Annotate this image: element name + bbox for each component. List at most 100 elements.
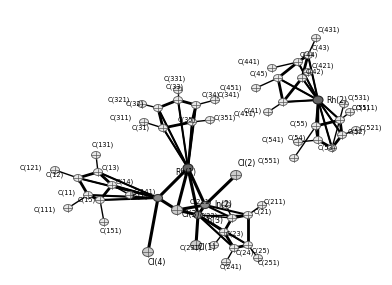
Ellipse shape xyxy=(290,154,298,162)
Text: C(44): C(44) xyxy=(300,52,318,58)
Ellipse shape xyxy=(171,205,183,215)
Text: C(241): C(241) xyxy=(220,264,243,270)
Text: C(311): C(311) xyxy=(110,115,132,121)
Ellipse shape xyxy=(192,101,200,109)
Text: C(331): C(331) xyxy=(164,76,186,82)
Text: C(23): C(23) xyxy=(226,231,244,237)
Text: C(24): C(24) xyxy=(236,250,254,256)
Ellipse shape xyxy=(51,166,60,174)
Text: C(12): C(12) xyxy=(46,172,64,178)
Text: C(121): C(121) xyxy=(20,165,42,171)
Ellipse shape xyxy=(154,105,163,111)
Ellipse shape xyxy=(243,241,252,249)
Text: C(33): C(33) xyxy=(166,84,184,90)
Ellipse shape xyxy=(352,127,361,133)
Ellipse shape xyxy=(73,174,82,182)
Text: C(21): C(21) xyxy=(254,209,272,215)
Text: C(32): C(32) xyxy=(126,101,144,107)
Ellipse shape xyxy=(294,139,303,146)
Ellipse shape xyxy=(336,117,345,123)
Text: C(221): C(221) xyxy=(189,199,212,205)
Text: C(15): C(15) xyxy=(78,197,96,203)
Ellipse shape xyxy=(91,152,100,158)
Text: In(3): In(3) xyxy=(205,215,223,225)
Text: C(41): C(41) xyxy=(244,108,262,115)
Ellipse shape xyxy=(267,64,276,72)
Ellipse shape xyxy=(143,247,154,256)
Ellipse shape xyxy=(312,34,321,42)
Text: C(31): C(31) xyxy=(132,125,150,131)
Ellipse shape xyxy=(313,96,323,104)
Text: C(14): C(14) xyxy=(116,179,134,185)
Text: C(231): C(231) xyxy=(180,245,202,251)
Text: C(451): C(451) xyxy=(220,85,242,91)
Text: C(11): C(11) xyxy=(58,190,76,196)
Ellipse shape xyxy=(64,205,73,211)
Text: C(25): C(25) xyxy=(252,248,270,255)
Ellipse shape xyxy=(205,117,214,123)
Text: C(521): C(521) xyxy=(360,125,383,131)
Ellipse shape xyxy=(158,125,167,131)
Ellipse shape xyxy=(140,119,149,125)
Ellipse shape xyxy=(278,99,287,105)
Ellipse shape xyxy=(83,192,93,198)
Text: C(111): C(111) xyxy=(34,207,56,213)
Ellipse shape xyxy=(221,258,230,266)
Text: C(35): C(35) xyxy=(178,117,196,123)
Ellipse shape xyxy=(345,109,354,115)
Text: C(42): C(42) xyxy=(306,69,324,75)
Text: C(341): C(341) xyxy=(218,92,240,98)
Text: C(131): C(131) xyxy=(92,141,114,148)
Text: C(55): C(55) xyxy=(290,121,308,127)
Text: C(441): C(441) xyxy=(238,59,260,65)
Ellipse shape xyxy=(252,84,261,91)
Ellipse shape xyxy=(174,87,183,93)
Text: C(13): C(13) xyxy=(102,165,120,171)
Text: C(45): C(45) xyxy=(250,71,268,77)
Ellipse shape xyxy=(229,245,238,251)
Text: C(531): C(531) xyxy=(348,95,370,101)
Text: Cl(2): Cl(2) xyxy=(238,159,256,168)
Ellipse shape xyxy=(194,211,203,219)
Ellipse shape xyxy=(209,241,218,249)
Text: C(22): C(22) xyxy=(200,213,218,219)
Ellipse shape xyxy=(221,201,230,209)
Ellipse shape xyxy=(258,201,267,209)
Ellipse shape xyxy=(339,101,348,107)
Ellipse shape xyxy=(154,194,163,201)
Ellipse shape xyxy=(327,144,336,152)
Ellipse shape xyxy=(191,241,201,249)
Text: Cl(1): Cl(1) xyxy=(198,243,216,252)
Text: C(421): C(421) xyxy=(312,63,334,69)
Ellipse shape xyxy=(254,255,263,262)
Text: C(411): C(411) xyxy=(234,111,256,117)
Ellipse shape xyxy=(211,97,220,103)
Ellipse shape xyxy=(338,131,347,139)
Ellipse shape xyxy=(138,101,147,107)
Ellipse shape xyxy=(294,58,303,66)
Text: C(53): C(53) xyxy=(318,145,336,151)
Text: C(541): C(541) xyxy=(261,137,284,143)
Ellipse shape xyxy=(200,201,209,209)
Text: C(431): C(431) xyxy=(318,27,340,33)
Text: Rh(2): Rh(2) xyxy=(326,95,347,105)
Text: In(2): In(2) xyxy=(214,200,232,209)
Text: In(1): In(1) xyxy=(130,192,148,201)
Ellipse shape xyxy=(96,196,105,203)
Text: C(34): C(34) xyxy=(202,91,220,98)
Text: C(211): C(211) xyxy=(264,199,287,205)
Text: C(251): C(251) xyxy=(258,260,281,266)
Ellipse shape xyxy=(125,192,134,198)
Text: Cl(3): Cl(3) xyxy=(182,209,200,219)
Ellipse shape xyxy=(298,74,307,82)
Text: C(151): C(151) xyxy=(100,228,122,235)
Text: C(43): C(43) xyxy=(312,45,330,51)
Text: C(141): C(141) xyxy=(134,189,156,195)
Text: C(51): C(51) xyxy=(352,105,370,111)
Ellipse shape xyxy=(174,97,183,103)
Ellipse shape xyxy=(227,215,236,221)
Text: C(551): C(551) xyxy=(258,158,280,164)
Text: C(52): C(52) xyxy=(348,129,367,135)
Ellipse shape xyxy=(220,229,229,235)
Text: C(351): C(351) xyxy=(214,115,236,121)
